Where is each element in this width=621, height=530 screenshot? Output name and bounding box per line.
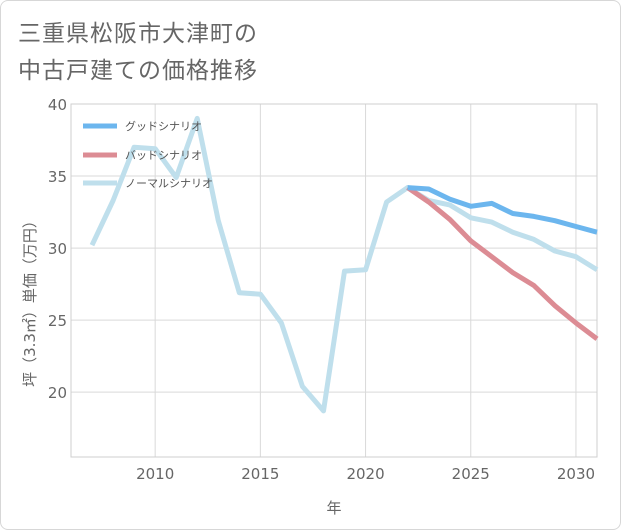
chart-title: 三重県松阪市大津町の 中古戸建ての価格推移 — [18, 21, 258, 84]
y-tick-label: 25 — [48, 312, 67, 330]
x-tick-label: 2010 — [136, 465, 174, 483]
x-tick-label: 2030 — [557, 465, 595, 483]
legend-label-good: グッドシナリオ — [125, 119, 202, 133]
x-tick-label: 2020 — [346, 465, 384, 483]
good-scenario-line — [407, 185, 598, 235]
legend-label-normal: ノーマルシナリオ — [125, 177, 213, 190]
x-tick-label: 2015 — [241, 465, 279, 483]
plot-area — [70, 103, 598, 458]
bad-scenario-line — [406, 185, 599, 341]
y-tick-label: 30 — [48, 240, 67, 258]
y-tick-label: 35 — [48, 168, 67, 186]
y-axis-label: 坪（3.3㎡）単価（万円） — [21, 213, 39, 387]
legend-label-bad: バッドシナリオ — [125, 149, 202, 162]
x-tick-label: 2025 — [452, 465, 490, 483]
x-axis-label: 年 — [326, 499, 341, 517]
normal-scenario-line — [89, 115, 599, 414]
legend: グッドシナリオ バッドシナリオ ノーマルシナリオ — [83, 119, 213, 190]
y-tick-label: 20 — [48, 384, 67, 402]
series-lines — [89, 115, 599, 414]
y-tick-label: 40 — [48, 96, 67, 114]
